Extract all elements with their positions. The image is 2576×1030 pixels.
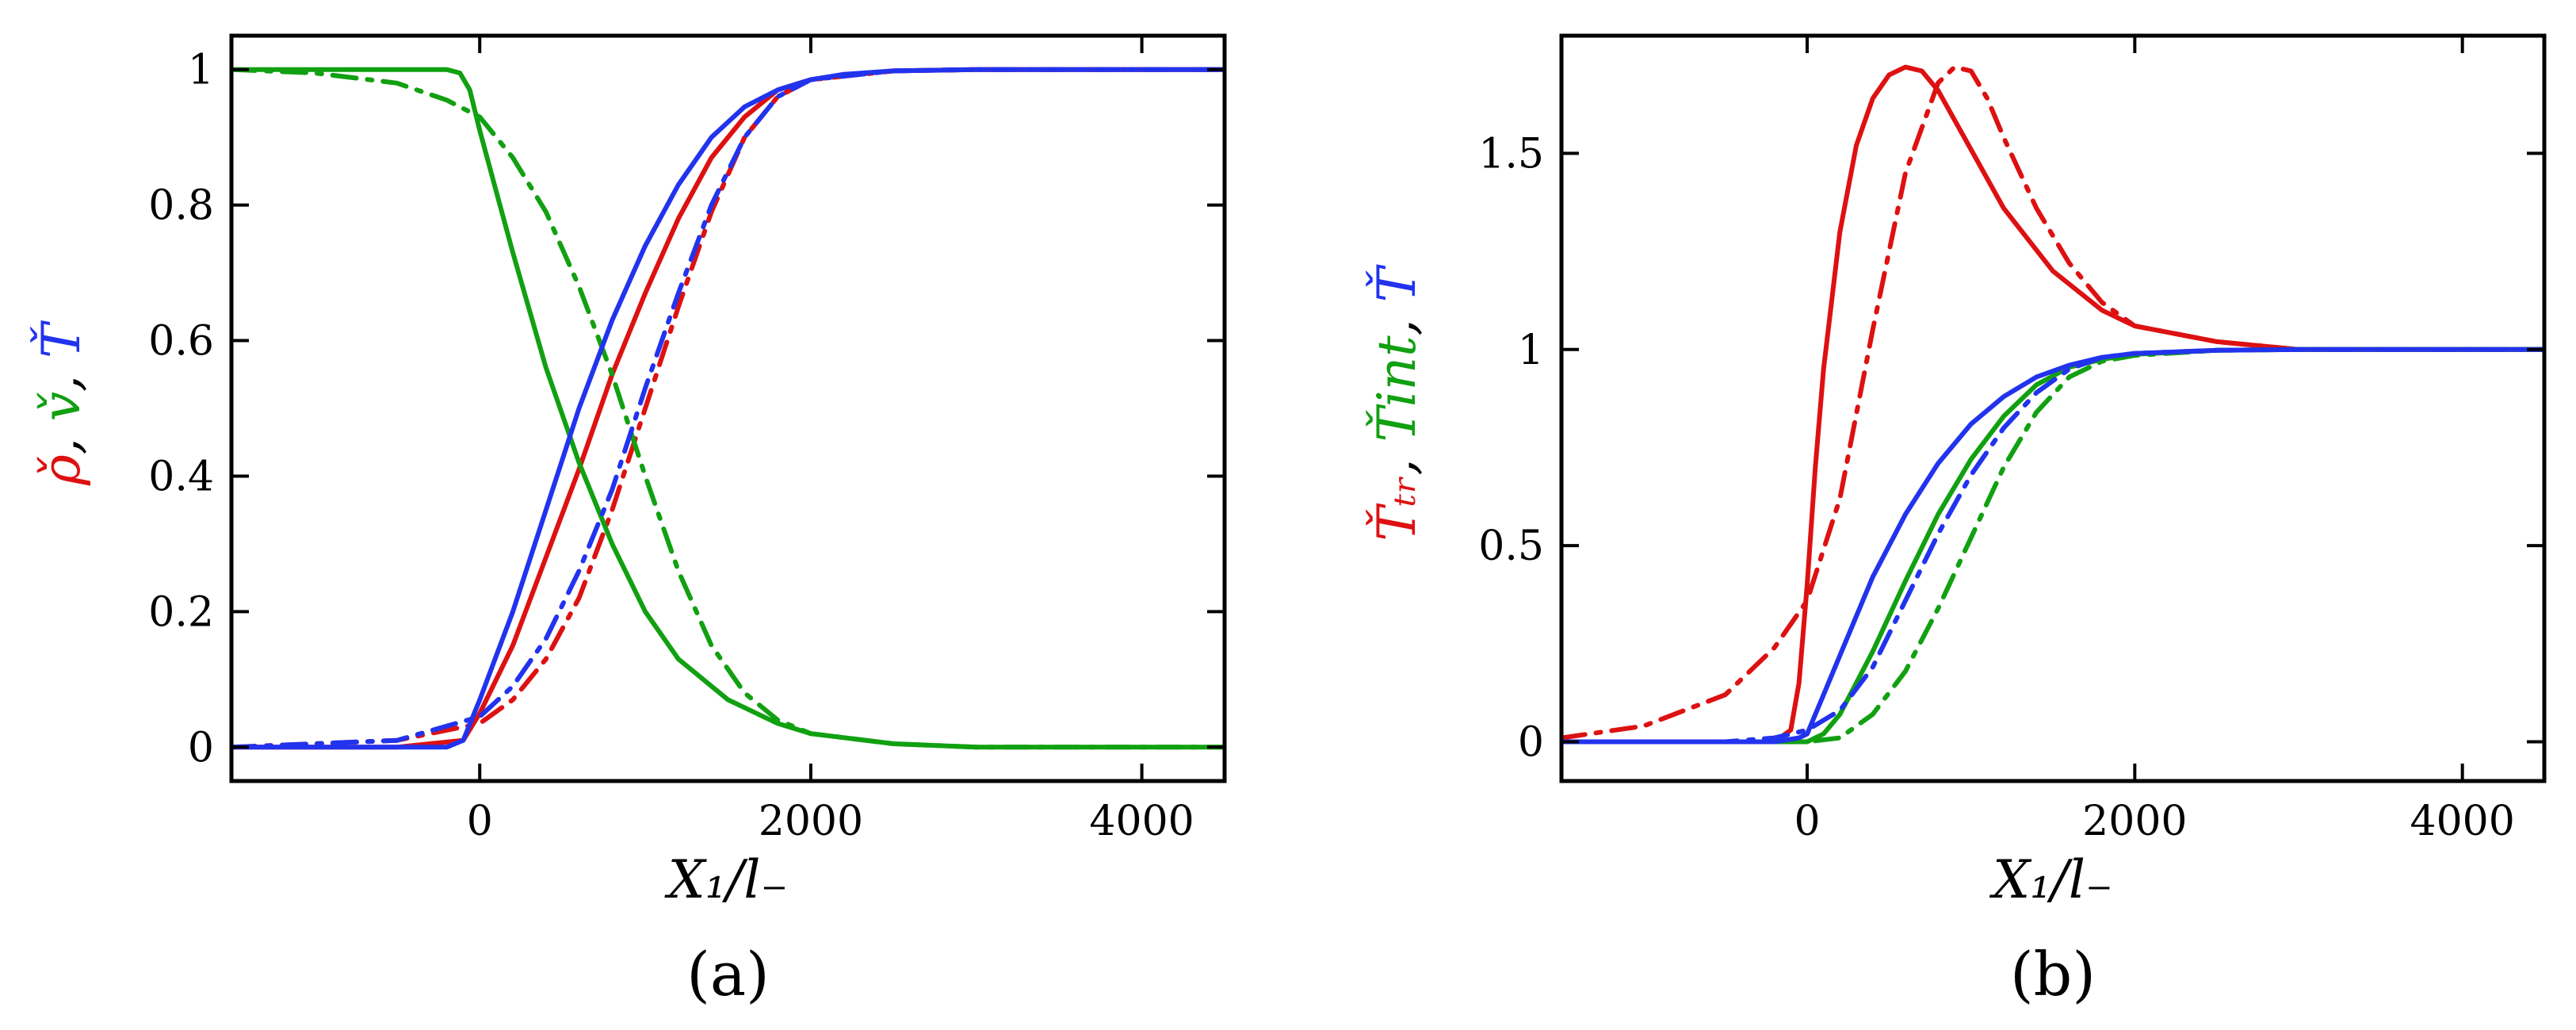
- y-tick-label-a-2: 0.4: [148, 453, 214, 500]
- panel-label-a: (a): [686, 939, 770, 1009]
- y-axis-label-part-b-4: Ť: [1366, 263, 1428, 302]
- series-line-a-rho-dashdot: [231, 67, 1225, 750]
- y-axis-label-part-b-0: Ťₜᵣ: [1366, 475, 1428, 541]
- y-axis-label-b: Ťₜᵣ, Ťint, Ť: [1366, 263, 1428, 541]
- x-tick-label-a-0: 0: [467, 798, 493, 845]
- series-line-b-Tint-solid: [1561, 347, 2544, 745]
- series-line-b-Ttr-dashdot: [1561, 64, 2544, 741]
- y-axis-label-part-b-2: Ťint: [1366, 335, 1428, 442]
- tick-label-layer-b: 0 2000 4000 0 0.5 1 1.5: [1478, 130, 2515, 845]
- y-axis-label-part-a-0: ρ̌: [31, 454, 92, 486]
- y-tick-label-b-0: 0: [1518, 719, 1544, 767]
- y-axis-label-part-a-2: v̌: [31, 392, 92, 421]
- series-line-b-T-dashdot: [1561, 347, 2544, 745]
- y-tick-label-a-4: 0.8: [148, 182, 214, 230]
- chart-panel-b: 0 2000 4000 0 0.5 1 1.5 X₁/l₋ (b) Ťₜᵣ, Ťint,…: [1366, 33, 2547, 1009]
- y-axis-label-part-b-1: ,: [1366, 442, 1428, 475]
- tick-layer-b: [1561, 36, 2544, 781]
- x-tick-label-a-1: 2000: [759, 798, 863, 845]
- y-tick-label-b-3: 1.5: [1478, 130, 1544, 178]
- x-tick-label-b-0: 0: [1794, 798, 1820, 845]
- series-layer-b: [1561, 64, 2544, 745]
- plot-frame-b: [1559, 33, 2547, 783]
- tick-layer-a: [231, 36, 1225, 781]
- y-tick-label-b-2: 1: [1518, 327, 1544, 374]
- y-axis-label-part-a-1: ,: [31, 421, 92, 454]
- x-tick-label-b-1: 2000: [2082, 798, 2187, 845]
- x-axis-label-b: X₁/l₋: [1989, 849, 2113, 910]
- y-tick-label-a-5: 1: [188, 47, 214, 94]
- x-tick-label-b-2: 4000: [2410, 798, 2514, 845]
- y-tick-label-b-1: 0.5: [1478, 523, 1544, 570]
- y-tick-label-a-0: 0: [188, 724, 214, 772]
- panel-label-b: (b): [2010, 939, 2096, 1009]
- y-axis-label-a: ρ̌, v̌, Ť: [31, 320, 92, 486]
- series-line-b-T-solid: [1561, 347, 2544, 745]
- x-axis-label-a: X₁/l₋: [664, 849, 789, 910]
- y-axis-label-part-b-3: ,: [1366, 302, 1428, 335]
- y-axis-label-part-a-4: Ť: [31, 320, 92, 358]
- chart-panel-a: 0 2000 4000 0 0.2 0.4 0.6 0.8 1 X₁/l₋ (a) ρ̌, v̌…: [31, 33, 1227, 1009]
- series-line-a-v-dashdot: [231, 67, 1225, 750]
- x-tick-label-a-2: 4000: [1089, 798, 1194, 845]
- tick-label-layer-a: 0 2000 4000 0 0.2 0.4 0.6 0.8 1: [148, 47, 1194, 845]
- series-line-a-T-dashdot: [231, 67, 1225, 750]
- y-axis-label-part-a-3: ,: [31, 358, 92, 392]
- series-layer-a: [231, 67, 1225, 750]
- series-line-b-Tint-dashdot: [1561, 347, 2544, 745]
- series-line-b-Ttr-solid: [1561, 64, 2544, 745]
- plot-frame-a: [229, 33, 1227, 783]
- y-tick-label-a-1: 0.2: [148, 588, 214, 636]
- y-tick-label-a-3: 0.6: [148, 318, 214, 366]
